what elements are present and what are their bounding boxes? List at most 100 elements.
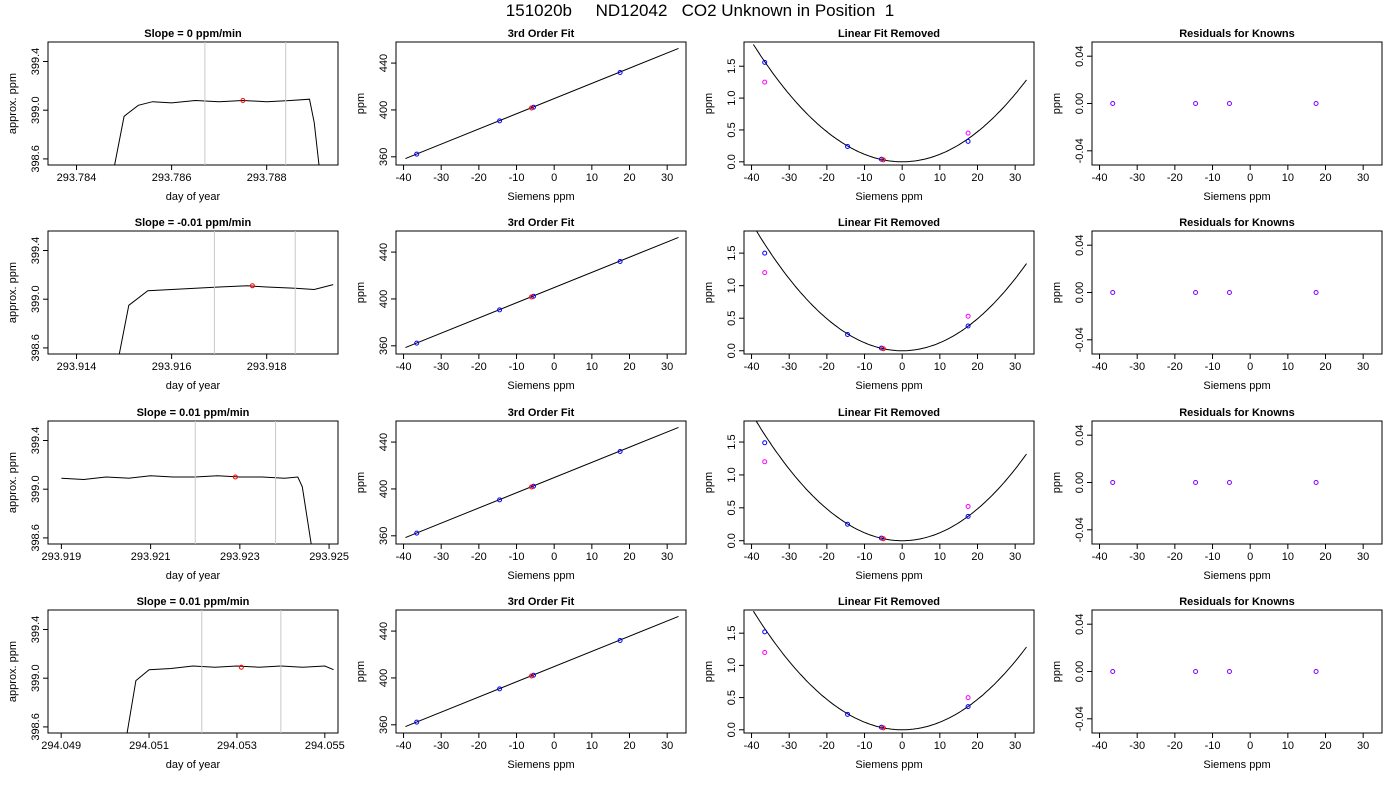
panel-r4c3-xtick-label: 30 — [1009, 740, 1021, 752]
panel-r1c1-frame — [47, 41, 339, 166]
panel-r4c3-frame — [743, 609, 1035, 734]
panel-r3c4-title: Residuals for Knowns — [1179, 407, 1295, 419]
panel-r4c2-ytick-label: 440 — [378, 622, 390, 640]
panel-r4c3-known-point — [845, 711, 851, 717]
panel-r4c1-ytick-label: 398.6 — [30, 713, 42, 741]
panel-r2c2-xtick-label: -40 — [396, 361, 412, 373]
panel-r2c4-xtick-label: -20 — [1167, 361, 1183, 373]
panel-r2c3-ytick-label: 0.5 — [726, 311, 738, 326]
panel-r1c3-ytick-label: 0.0 — [726, 154, 738, 169]
panel-r2c3-xtick-label: -40 — [744, 361, 760, 373]
panel-r2c3-xtick-label: -30 — [781, 361, 797, 373]
panel-r4c4-residual-point — [1313, 669, 1319, 674]
panel-r4c4-xtick-label: -20 — [1167, 740, 1183, 752]
panel-r1c4-residual-point — [1110, 101, 1116, 106]
panel-r3c4-xtick-label: -40 — [1092, 551, 1108, 563]
panel-r4c3-linear-point — [762, 650, 768, 656]
panel-r3c4-xlabel: Siemens ppm — [1203, 570, 1270, 582]
panel-r4c4-frame — [1091, 609, 1383, 734]
panel-r3c4-xtick-label: 30 — [1357, 551, 1369, 563]
panel-r2c1-ylabel: approx. ppm — [7, 262, 19, 323]
panel-r2c4-xtick-label: 30 — [1357, 361, 1369, 373]
panel-r3c2-known-point — [617, 448, 623, 454]
panel-r4c3-ylabel: ppm — [703, 661, 715, 682]
panel-r1c4-xtick-label: -30 — [1129, 172, 1145, 184]
panel-r1c4-xlabel: Siemens ppm — [1203, 191, 1270, 203]
panel-r3c2-known-point — [414, 530, 420, 536]
panel-r3c4-xtick-label: -10 — [1205, 551, 1221, 563]
panel-r2c2-ylabel: ppm — [355, 282, 367, 303]
panel-r4c3-ytick-label: 0.0 — [726, 722, 738, 737]
panel-r4c3-xtick-label: -30 — [781, 740, 797, 752]
panel-r4c3-fit-curve — [752, 610, 1027, 731]
panel-r4c2-known-point — [617, 637, 623, 643]
panel-r2c2-xtick-label: 30 — [661, 361, 673, 373]
panel-r3c4-ytick-label: -0.04 — [1074, 517, 1086, 542]
panel-r4c1-xtick-label: 294.055 — [305, 740, 345, 752]
panel-r1c3-xtick-label: 20 — [971, 172, 983, 184]
panel-r1c2-unknown-point — [529, 105, 535, 111]
panel-r2c2-known-point — [617, 258, 623, 264]
panel-r2c4-ylabel: ppm — [1051, 282, 1063, 303]
panel-r3c3-known-point — [762, 440, 768, 446]
panel-r1c2-xtick-label: -40 — [396, 172, 412, 184]
panel-r3c3-known-point — [845, 521, 851, 527]
panel-r2c2-xlabel: Siemens ppm — [507, 380, 574, 392]
panel-r4c1-unknown-point — [238, 664, 244, 670]
panel-r1c3-ytick-label: 0.5 — [726, 122, 738, 137]
panel-r4c2-xtick-label: 0 — [551, 740, 557, 752]
panel-r4c3-xtick-label: 0 — [899, 740, 905, 752]
panel-r3c1-xtick-label: 293.923 — [220, 551, 260, 563]
panel-r3c4-xtick-label: -30 — [1129, 551, 1145, 563]
panel-r1c1-ytick-label: 399.4 — [30, 48, 42, 76]
panel-r1c4-title: Residuals for Knowns — [1179, 28, 1295, 40]
panel-r2c3-ytick-label: 0.0 — [726, 343, 738, 358]
panel-r4c1-ytick-label: 399.0 — [30, 664, 42, 692]
panel-r2c3-fit-curve — [755, 231, 1027, 352]
panel-r4c1-title: Slope = 0.01 ppm/min — [137, 596, 250, 608]
panel-r4c3-ytick-label: 1.0 — [726, 658, 738, 673]
panel-r4c2-xtick-label: -20 — [471, 740, 487, 752]
panel-r3c1-ytick-label: 399.4 — [30, 427, 42, 455]
panel-r1c1-ytick-label: 399.0 — [30, 96, 42, 124]
panel-r3c3-xtick-label: -30 — [781, 551, 797, 563]
panel-r4c2-xtick-label: 30 — [661, 740, 673, 752]
panel-r3c1-title: Slope = 0.01 ppm/min — [137, 407, 250, 419]
panel-r2c1-unknown-point — [249, 283, 255, 289]
panel-r3c1-xtick-label: 293.925 — [309, 551, 349, 563]
panel-r3c4-xtick-label: 20 — [1319, 551, 1331, 563]
panel-r1c3-ytick-label: 1.0 — [726, 90, 738, 105]
panel-r3c1-ytick-label: 398.6 — [30, 524, 42, 552]
panel-r3c2-xlabel: Siemens ppm — [507, 570, 574, 582]
panel-r4c1-xlabel: day of year — [166, 759, 221, 771]
panel-r4c2-title: 3rd Order Fit — [508, 596, 575, 608]
panel-r2c3-known-point — [762, 250, 768, 256]
panel-r3c2-xtick-label: 20 — [623, 551, 635, 563]
panel-r1c4-xtick-label: 10 — [1282, 172, 1294, 184]
panel-r1c2-ylabel: ppm — [355, 93, 367, 114]
panel-r3c2-xtick-label: -20 — [471, 551, 487, 563]
panel-r2c4-xtick-label: 0 — [1247, 361, 1253, 373]
panel-r3c2-ylabel: ppm — [355, 472, 367, 493]
panel-r3c2-ytick-label: 400 — [378, 480, 390, 498]
panel-r3c3-xlabel: Siemens ppm — [855, 570, 922, 582]
panel-r4c4-xlabel: Siemens ppm — [1203, 759, 1270, 771]
panel-r1c2-known-point — [617, 69, 623, 75]
panel-r4c3-title: Linear Fit Removed — [838, 596, 940, 608]
panel-r1c3-xtick-label: 0 — [899, 172, 905, 184]
panel-r4c3-xtick-label: -40 — [744, 740, 760, 752]
panel-r4c2-known-point — [497, 686, 503, 692]
panel-r2c3-linear-point — [762, 270, 768, 276]
panel-r4c4-residual-point — [1110, 669, 1116, 674]
panel-r3c1-xtick-label: 293.919 — [42, 551, 82, 563]
panel-r4c2-xtick-label: 20 — [623, 740, 635, 752]
panel-r2c2-ytick-label: 400 — [378, 290, 390, 308]
panel-r4c3-xlabel: Siemens ppm — [855, 759, 922, 771]
panel-r3c3-fit-curve — [755, 421, 1027, 542]
panel-r4c3-ytick-label: 1.5 — [726, 626, 738, 641]
panel-r2c1-series-line — [118, 284, 334, 354]
panel-r1c1-xlabel: day of year — [166, 191, 221, 203]
panel-r2c3-xtick-label: -10 — [857, 361, 873, 373]
panel-r4c2-unknown-point — [529, 673, 535, 679]
panel-r3c4-ylabel: ppm — [1051, 472, 1063, 493]
